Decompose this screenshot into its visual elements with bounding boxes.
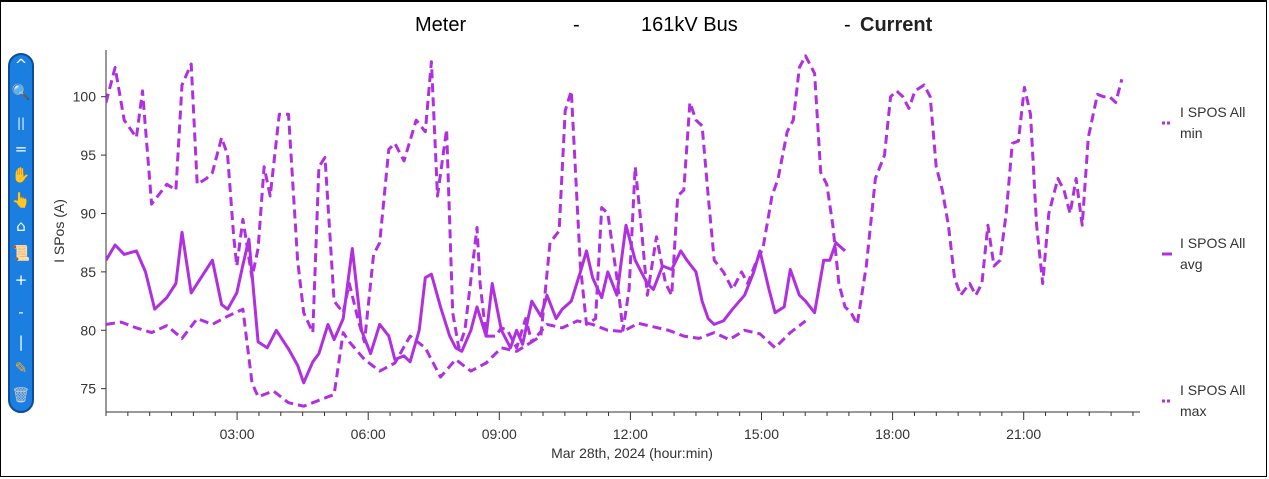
x-tick-label: 18:00 bbox=[875, 426, 910, 442]
y-tick-label: 95 bbox=[80, 147, 96, 163]
y-tick-label: 75 bbox=[80, 381, 96, 397]
scroll-up-icon[interactable]: ^ bbox=[14, 56, 28, 74]
pointer-hand-icon[interactable]: 👆 bbox=[11, 191, 31, 209]
y-tick-label: 100 bbox=[73, 89, 97, 105]
y-axis-label: I SPos (A) bbox=[51, 199, 67, 263]
title-bus: 161kV Bus bbox=[641, 14, 738, 36]
separator-icon[interactable]: | bbox=[18, 333, 24, 351]
legend-label: I SPOS All bbox=[1180, 104, 1245, 120]
legend-label: I SPOS All bbox=[1180, 235, 1245, 251]
title-meter: Meter bbox=[415, 14, 467, 36]
notes-icon[interactable]: 📜 bbox=[11, 244, 31, 262]
series-line-0 bbox=[106, 307, 807, 408]
chart-toolbar: ^ 🔍 || = ✋ 👆 ⌂ 📜 + - | ✎ 🗑 bbox=[8, 53, 34, 413]
x-tick-label: 09:00 bbox=[482, 426, 517, 442]
vertical-lines-icon[interactable]: || bbox=[16, 116, 26, 130]
pan-hand-icon[interactable]: ✋ bbox=[11, 166, 31, 184]
title-quantity: Current bbox=[860, 14, 933, 36]
trash-icon[interactable]: 🗑 bbox=[11, 386, 31, 404]
home-icon[interactable]: ⌂ bbox=[16, 217, 26, 235]
x-tick-label: 03:00 bbox=[220, 426, 255, 442]
title-separator: - bbox=[844, 14, 851, 36]
y-tick-label: 80 bbox=[80, 322, 96, 338]
y-tick-label: 90 bbox=[80, 205, 96, 221]
legend-label: max bbox=[1180, 403, 1206, 419]
x-tick-label: 15:00 bbox=[744, 426, 779, 442]
legend-label: I SPOS All bbox=[1180, 382, 1245, 398]
series-line-1 bbox=[106, 223, 847, 385]
zoom-in-icon[interactable]: + bbox=[14, 271, 28, 289]
legend-label: avg bbox=[1180, 256, 1203, 272]
x-tick-label: 06:00 bbox=[351, 426, 386, 442]
chart-title: Meter - 161kV Bus - Current bbox=[0, 14, 1269, 42]
legend-label: min bbox=[1180, 125, 1203, 141]
x-tick-label: 21:00 bbox=[1006, 426, 1041, 442]
series-line-2 bbox=[106, 54, 1124, 350]
zoom-icon[interactable]: 🔍 bbox=[11, 83, 31, 101]
zoom-out-icon[interactable]: - bbox=[18, 303, 24, 321]
x-tick-label: 12:00 bbox=[613, 426, 648, 442]
y-tick-label: 85 bbox=[80, 264, 96, 280]
title-separator: - bbox=[573, 14, 580, 36]
pencil-icon[interactable]: ✎ bbox=[14, 359, 28, 377]
horizontal-lines-icon[interactable]: = bbox=[14, 140, 28, 158]
x-axis-label: Mar 28th, 2024 (hour:min) bbox=[551, 445, 713, 461]
